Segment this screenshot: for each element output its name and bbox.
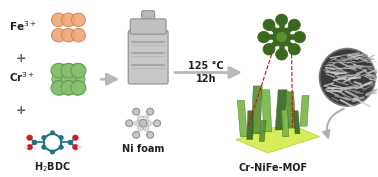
Circle shape: [276, 14, 288, 26]
Polygon shape: [236, 123, 319, 153]
Polygon shape: [237, 100, 247, 137]
Circle shape: [294, 31, 305, 43]
Circle shape: [27, 145, 33, 150]
Polygon shape: [259, 120, 266, 141]
Circle shape: [73, 135, 78, 140]
Circle shape: [61, 72, 76, 86]
Circle shape: [50, 150, 55, 154]
Circle shape: [68, 140, 73, 145]
Circle shape: [148, 121, 153, 126]
Circle shape: [144, 115, 149, 120]
Circle shape: [71, 28, 85, 42]
Text: Ni foam: Ni foam: [122, 144, 164, 154]
Circle shape: [276, 48, 288, 60]
Circle shape: [258, 31, 270, 43]
Polygon shape: [247, 111, 254, 139]
Circle shape: [51, 28, 65, 42]
Circle shape: [52, 72, 67, 86]
Circle shape: [263, 44, 275, 55]
Circle shape: [61, 81, 76, 95]
Circle shape: [42, 136, 46, 140]
Circle shape: [70, 72, 85, 86]
Circle shape: [77, 145, 81, 149]
Text: H$_2$BDC: H$_2$BDC: [34, 161, 71, 174]
Circle shape: [71, 13, 85, 27]
Circle shape: [24, 145, 27, 149]
Circle shape: [71, 81, 86, 95]
Circle shape: [52, 81, 67, 95]
Circle shape: [50, 131, 55, 135]
Circle shape: [61, 63, 76, 78]
Circle shape: [137, 127, 142, 132]
Circle shape: [126, 120, 133, 127]
Circle shape: [61, 81, 76, 95]
Circle shape: [51, 81, 66, 95]
Circle shape: [62, 13, 76, 27]
Circle shape: [288, 19, 300, 31]
FancyBboxPatch shape: [142, 11, 155, 22]
Circle shape: [27, 135, 33, 140]
Polygon shape: [251, 86, 262, 134]
Polygon shape: [262, 90, 272, 132]
Polygon shape: [286, 92, 296, 128]
Circle shape: [32, 140, 37, 145]
Text: Fe$^{3+}$: Fe$^{3+}$: [9, 20, 36, 33]
Circle shape: [273, 28, 291, 46]
Ellipse shape: [319, 48, 375, 106]
Polygon shape: [275, 90, 287, 130]
Circle shape: [139, 119, 147, 127]
Circle shape: [133, 132, 140, 138]
Circle shape: [133, 108, 140, 115]
Circle shape: [288, 44, 300, 55]
FancyBboxPatch shape: [128, 30, 168, 84]
Circle shape: [73, 145, 78, 150]
Polygon shape: [282, 110, 289, 137]
Circle shape: [144, 127, 149, 132]
Circle shape: [277, 32, 287, 42]
Text: 12h: 12h: [196, 74, 216, 84]
Circle shape: [42, 145, 46, 149]
Text: +: +: [15, 104, 26, 117]
Circle shape: [51, 63, 66, 78]
Circle shape: [70, 63, 85, 78]
Circle shape: [263, 19, 275, 31]
Text: Cr$^{3+}$: Cr$^{3+}$: [9, 70, 35, 84]
Circle shape: [70, 81, 85, 95]
Polygon shape: [300, 96, 309, 126]
Circle shape: [61, 63, 76, 78]
Circle shape: [62, 28, 76, 42]
Circle shape: [52, 63, 67, 78]
Circle shape: [147, 132, 153, 138]
Polygon shape: [293, 111, 300, 134]
Circle shape: [134, 121, 139, 126]
Circle shape: [51, 13, 65, 27]
Circle shape: [59, 136, 64, 140]
FancyBboxPatch shape: [130, 19, 166, 34]
Text: 125 °C: 125 °C: [188, 61, 224, 71]
Circle shape: [137, 115, 142, 120]
Text: +: +: [15, 52, 26, 65]
Circle shape: [71, 63, 86, 78]
Circle shape: [153, 120, 161, 127]
Circle shape: [147, 108, 153, 115]
Circle shape: [59, 145, 64, 149]
Text: Cr-NiFe-MOF: Cr-NiFe-MOF: [238, 162, 307, 173]
